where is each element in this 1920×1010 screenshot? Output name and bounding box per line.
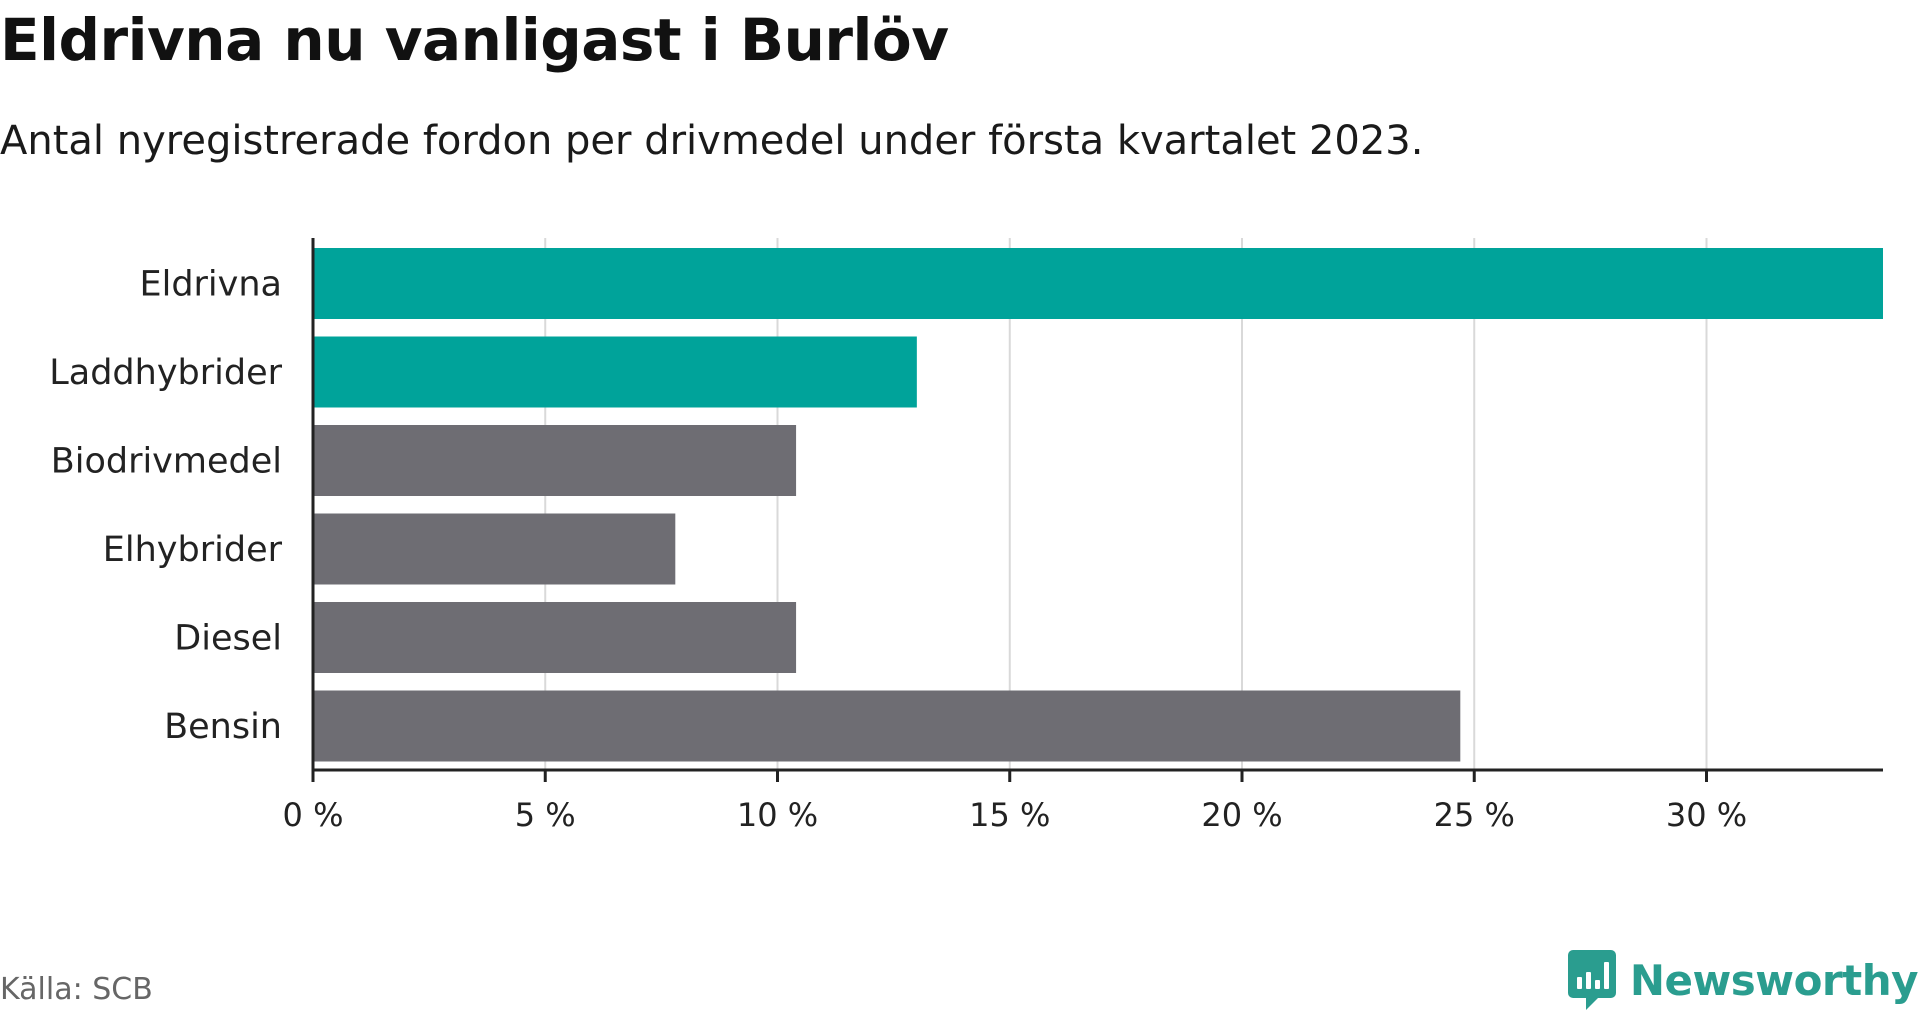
x-tick-label: 0 %: [283, 796, 344, 834]
bar-eldrivna: [313, 248, 1883, 319]
category-label: Diesel: [174, 619, 282, 659]
category-label: Bensin: [164, 707, 282, 747]
category-label: Biodrivmedel: [51, 442, 282, 482]
bar-elhybrider: [313, 513, 676, 585]
chart-subtitle: Antal nyregistrerade fordon per drivmede…: [0, 118, 1424, 164]
category-label: Elhybrider: [103, 530, 283, 570]
x-axis: 0 % 5 % 10 % 15 % 20 % 25 % 30 %: [283, 238, 1883, 834]
newsworthy-logo-icon: [1567, 950, 1616, 1010]
category-label: Eldrivna: [139, 265, 282, 305]
x-tick-label: 5 %: [515, 796, 576, 834]
bars: [313, 248, 1883, 762]
category-label: Laddhybrider: [49, 353, 282, 393]
bar-laddhybrider: [313, 336, 917, 408]
bar-bensin: [313, 690, 1461, 762]
newsworthy-logo-text: Newsworthy: [1629, 955, 1919, 1005]
chart-title: Eldrivna nu vanligast i Burlöv: [0, 6, 949, 74]
x-tick-label: 25 %: [1434, 796, 1515, 834]
x-tick-label: 15 %: [969, 796, 1050, 834]
bar-diesel: [313, 602, 797, 673]
bar-biodrivmedel: [313, 425, 797, 496]
source-note: Källa: SCB: [0, 972, 153, 1007]
x-tick-label: 10 %: [737, 796, 818, 834]
x-tick-label: 30 %: [1666, 796, 1747, 834]
x-tick-label: 20 %: [1201, 796, 1282, 834]
newsworthy-logo: Newsworthy: [1567, 950, 1919, 1010]
grid-lines: [544, 238, 1708, 770]
category-labels: Eldrivna Laddhybrider Biodrivmedel Elhybrid…: [49, 265, 282, 748]
